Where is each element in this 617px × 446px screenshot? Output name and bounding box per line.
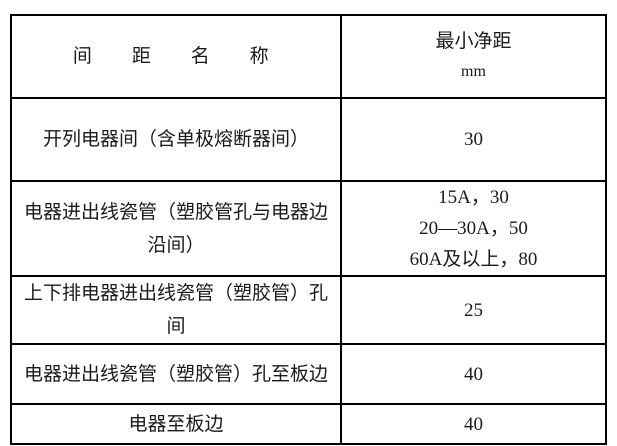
row-value-line: 20—30A，50	[419, 218, 528, 239]
row-name-cell: 电器进出线瓷管（塑胶管孔与电器边沿间）	[10, 180, 342, 277]
row-name-cell: 电器至板边	[10, 403, 342, 445]
row-name-text: 电器进出线瓷管（塑胶管孔与电器边沿间）	[23, 201, 328, 256]
header-name-label: 间 距 名 称	[72, 46, 280, 67]
row-name-text: 上下排电器进出线瓷管（塑胶管）孔间	[23, 283, 328, 337]
table-row: 上下排电器进出线瓷管（塑胶管）孔间 25	[10, 275, 607, 345]
row-value-line: 60A及以上，80	[409, 249, 538, 270]
header-name-cell: 间 距 名 称	[10, 14, 342, 99]
table-row: 电器至板边 40	[10, 403, 607, 445]
row-value-line: 15A，30	[438, 187, 509, 208]
row-name-cell: 开列电器间（含单极熔断器间）	[10, 97, 342, 182]
row-name-text: 开列电器间（含单极熔断器间）	[42, 129, 309, 150]
row-value-text: 40	[464, 363, 483, 385]
row-value-cell: 15A，30 20—30A，50 60A及以上，80	[340, 180, 607, 277]
spacing-spec-table: 间 距 名 称 最小净距 mm 开列电器间（含单极熔断器间） 30 电器进出线瓷…	[10, 14, 607, 445]
table-row: 电器进出线瓷管（塑胶管）孔至板边 40	[10, 343, 607, 405]
row-name-text: 电器至板边	[128, 413, 224, 435]
row-name-text: 电器进出线瓷管（塑胶管）孔至板边	[23, 363, 328, 385]
table-row: 开列电器间（含单极熔断器间） 30	[10, 97, 607, 182]
header-unit-label: mm	[461, 62, 486, 80]
row-value-text: 30	[464, 129, 483, 150]
row-name-cell: 电器进出线瓷管（塑胶管）孔至板边	[10, 343, 342, 405]
row-value-text: 40	[464, 413, 483, 435]
row-value-cell: 25	[340, 275, 607, 345]
header-value-cell: 最小净距 mm	[340, 14, 607, 99]
row-name-cell: 上下排电器进出线瓷管（塑胶管）孔间	[10, 275, 342, 345]
row-value-cell: 30	[340, 97, 607, 182]
row-value-cell: 40	[340, 343, 607, 405]
table-row: 电器进出线瓷管（塑胶管孔与电器边沿间） 15A，30 20—30A，50 60A…	[10, 180, 607, 277]
header-value-label: 最小净距	[435, 30, 512, 52]
table-header-row: 间 距 名 称 最小净距 mm	[10, 14, 607, 99]
row-value-text: 25	[464, 299, 483, 321]
row-value-cell: 40	[340, 403, 607, 445]
